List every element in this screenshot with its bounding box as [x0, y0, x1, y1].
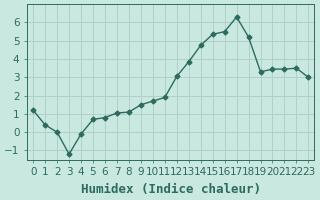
X-axis label: Humidex (Indice chaleur): Humidex (Indice chaleur)	[81, 183, 261, 196]
